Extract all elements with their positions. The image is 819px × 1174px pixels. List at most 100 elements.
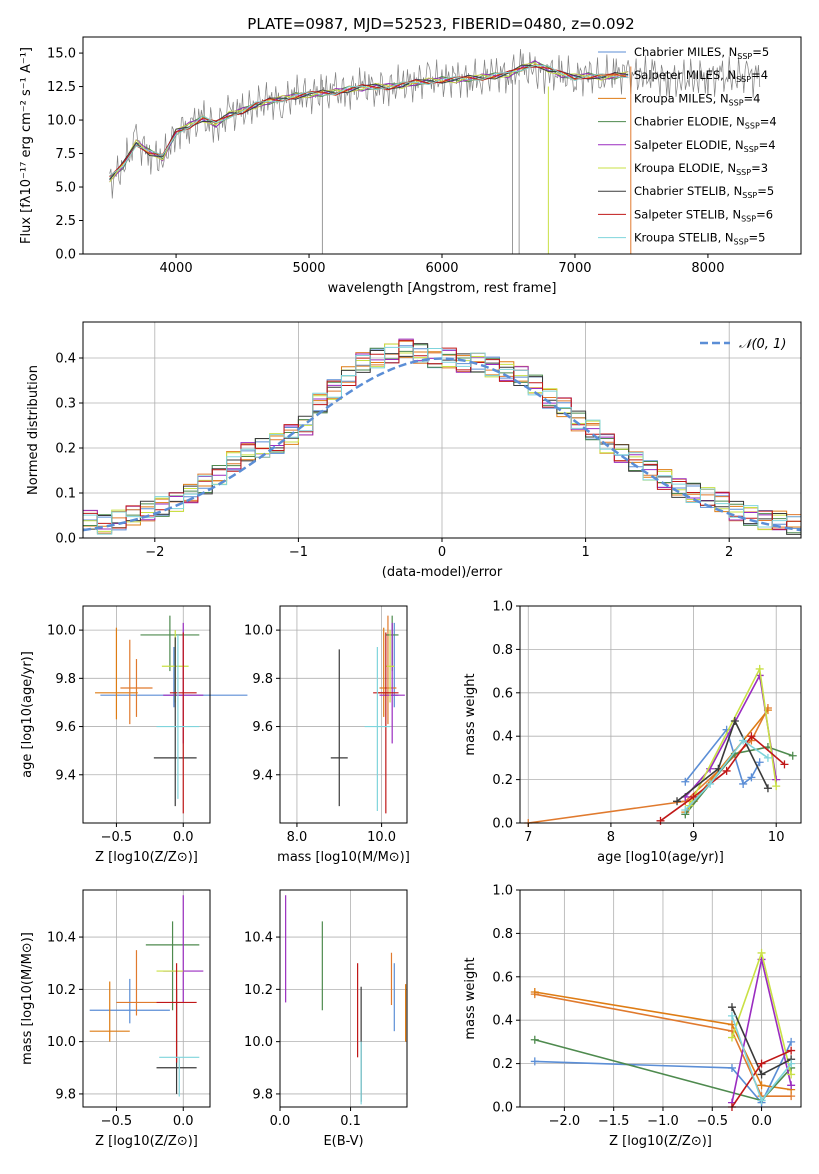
y-tick-label: 2.5 [55,214,76,229]
mass-weight-vs-age-panel: 7 8 9 10 0.0 0.2 0.4 0.6 0.8 1.0 age [log10(age/yr… [463,600,802,865]
model-spectrum-line [109,65,629,180]
grid [520,605,801,824]
data-point [727,1011,736,1020]
y-axis-label: Flux [fλ10⁻¹⁷ erg cm⁻² s⁻¹ A⁻¹] [19,47,34,244]
y-tick-label: 0.6 [492,686,513,701]
y-tick-label: 0.0 [55,248,76,263]
x-tick-label: −0.5 [101,1114,133,1129]
y-tick-label: 10.0 [47,624,76,639]
x-tick-label: 1 [581,545,589,560]
y-tick-label: 10.2 [47,983,76,998]
series-line [534,993,792,1097]
data-point [727,1033,736,1042]
x-tick-label: −1.0 [647,1114,679,1129]
x-tick-label: 6000 [425,261,458,276]
data-point [530,987,539,996]
y-tick-label: 0.0 [492,1101,513,1116]
legend-entry: Kroupa MILES, NSSP=4 [634,91,760,107]
y-tick-label: 9.4 [55,768,76,783]
data-point [727,1063,736,1072]
y-tick-label: 0.8 [492,643,513,658]
legend-entry: Chabrier ELODIE, NSSP=4 [634,115,777,131]
series-line [534,991,792,1091]
y-tick-label: 1.0 [492,884,513,899]
data-point [757,1081,766,1090]
normal-curve [82,357,802,532]
legend-entry: Kroupa STELIB, NSSP=5 [634,231,765,247]
series-line [684,739,769,811]
x-tick-label: 7000 [558,261,591,276]
age-vs-mass-panel: 8.0 10.0 9.4 9.6 9.8 10.0 mass [log10(M/M⊙)] [244,605,410,865]
mass-weight-vs-z-panel: −2.0 −1.5 −1.0 −0.5 0.0 0.0 0.2 0.4 0.6 0.8 1.0 Z [… [463,884,802,1149]
x-axis-label: (data-model)/error [382,565,503,580]
x-tick-label: 8000 [691,261,724,276]
data-point [787,1046,796,1055]
x-tick-label: 0.0 [173,830,194,845]
x-tick-label: 0.0 [270,1114,291,1129]
plot-area [95,615,248,814]
axes-frame [279,889,408,1108]
grid [83,890,210,1107]
plot-area [82,338,802,538]
data-point [787,1070,796,1079]
y-axis-label: age [log10(age/yr)] [20,651,35,778]
y-tick-label: 12.5 [47,80,76,95]
axes-frame [82,605,211,824]
y-tick-label: 10.4 [47,931,76,946]
y-tick-label: 0.2 [55,442,76,457]
grid [83,606,210,823]
y-axis-label: mass weight [463,957,478,1039]
y-tick-label: 0.0 [55,532,76,547]
spectrum-title: PLATE=0987, MJD=52523, FIBERID=0480, z=0… [247,15,634,33]
data-point [755,758,764,767]
y-tick-label: 0.2 [492,773,513,788]
model-spectrum-line [109,60,629,179]
data-point [730,717,739,726]
data-point [787,1037,796,1046]
data-point [681,805,690,814]
legend-entry: Kroupa ELODIE, NSSP=3 [634,161,768,177]
data-point [747,773,756,782]
y-tick-label: 10.0 [47,114,76,129]
x-tick-label: 2 [725,545,733,560]
y-tick-label: 7.5 [55,147,76,162]
y-tick-label: 9.6 [55,720,76,735]
x-tick-label: 8 [607,830,615,845]
series-line [676,718,769,802]
x-axis-label: E(B-V) [323,1134,363,1149]
mass-vs-ebv-panel: 0.0 0.1 9.8 10.0 10.2 10.4 E(B-V) [244,889,408,1149]
x-axis-label: Z [log10(Z/Z⊙)] [609,1134,712,1149]
x-tick-label: 7 [524,830,532,845]
x-tick-label: 0 [438,545,446,560]
data-point [530,1057,539,1066]
data-point [722,766,731,775]
x-tick-label: 8.0 [287,830,308,845]
legend-entry: 𝒩(0, 1) [739,337,786,352]
x-tick-label: −0.5 [696,1114,728,1129]
axes-frame [519,605,802,824]
x-axis-label: wavelength [Angstrom, rest frame] [328,281,557,296]
data-point [787,1081,796,1090]
residual-histogram-panel: 𝒩(0, 1) −2 −1 0 1 2 0.0 0.1 0.2 0.3 0.4 (data-model… [26,321,802,580]
axes-frame [82,889,211,1108]
data-point [739,779,748,788]
y-tick-label: 10.0 [47,1035,76,1050]
y-axis-label: Normed distribution [26,365,41,495]
data-point [747,732,756,741]
plot-area [89,895,204,1097]
y-tick-label: 0.6 [492,970,513,985]
data-point [787,1059,796,1068]
model-spectrum-line [109,64,629,177]
plot-area [524,664,797,827]
x-tick-label: 4000 [160,261,193,276]
y-tick-label: 1.0 [492,600,513,615]
plot-area [285,895,407,1105]
x-tick-label: −1.5 [598,1114,630,1129]
y-tick-label: 5.0 [55,181,76,196]
x-tick-label: 0.0 [751,1114,772,1129]
y-tick-label: 0.2 [492,1057,513,1072]
x-tick-label: 0.0 [173,1114,194,1129]
x-axis-label: age [log10(age/yr)] [597,850,724,865]
data-point [727,1003,736,1012]
